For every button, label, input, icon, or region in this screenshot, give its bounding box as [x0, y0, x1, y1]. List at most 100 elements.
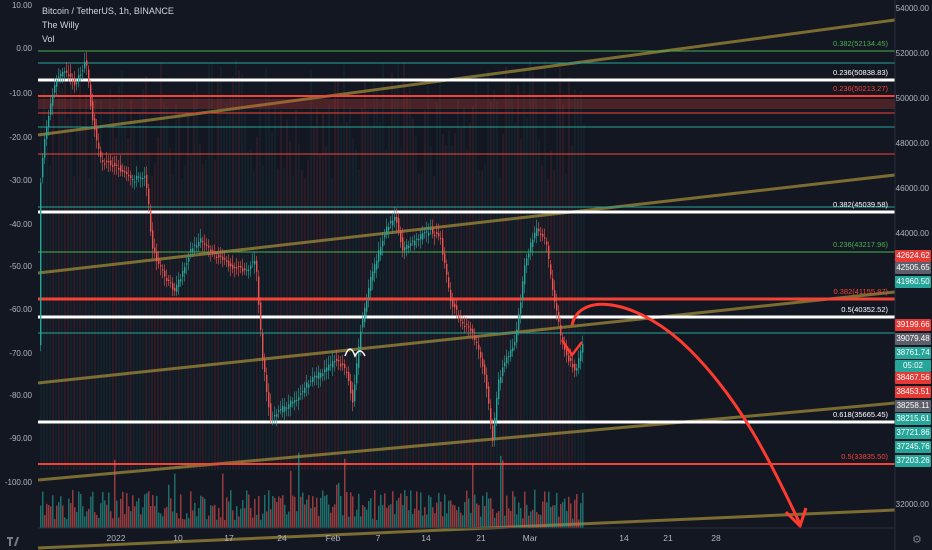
- candle-body: [582, 344, 584, 353]
- volume-bar: [426, 514, 428, 528]
- candle-body: [208, 245, 210, 248]
- candle-body: [94, 118, 96, 130]
- candle-body: [382, 240, 384, 247]
- bg-bar: [199, 143, 201, 470]
- candle-body: [120, 165, 122, 172]
- volume-bar: [390, 504, 392, 528]
- candle-body: [550, 264, 552, 275]
- volume-bar: [462, 515, 464, 528]
- volume-bar: [228, 501, 230, 528]
- volume-bar: [288, 511, 290, 528]
- candle-body: [492, 425, 494, 441]
- volume-bar: [358, 493, 360, 528]
- volume-bar: [134, 506, 136, 528]
- gear-icon[interactable]: ⚙: [912, 534, 922, 546]
- candle-body: [410, 243, 412, 247]
- candle-body: [196, 245, 198, 248]
- channel-line: [37, 290, 896, 385]
- candle-body: [364, 307, 366, 323]
- volume-bar: [336, 484, 338, 528]
- volume-bar: [550, 506, 552, 528]
- time-axis-label: 7: [376, 533, 381, 543]
- volume-bar: [362, 504, 364, 528]
- bg-bar: [130, 98, 132, 471]
- candle-body: [248, 269, 250, 271]
- volume-bar: [146, 493, 148, 528]
- volume-bar: [154, 505, 156, 528]
- candle-body: [170, 282, 172, 284]
- bg-bar: [478, 170, 480, 470]
- candle-body: [50, 103, 52, 115]
- volume-bar: [494, 517, 496, 528]
- bg-bar: [394, 86, 396, 470]
- candle-body: [132, 178, 134, 181]
- candle-body: [494, 417, 496, 440]
- left-axis-label: -10.00: [9, 89, 32, 98]
- volume-bar: [164, 508, 166, 528]
- volume-bar: [242, 499, 244, 528]
- bg-bar: [373, 79, 375, 470]
- candle-body: [576, 368, 578, 371]
- candle-body: [416, 238, 418, 241]
- volume-bar: [160, 513, 162, 528]
- volume-bar: [278, 496, 280, 528]
- candle-body: [104, 163, 106, 165]
- candle-body: [396, 216, 398, 223]
- right-axis-label: 50000.00: [896, 94, 930, 103]
- candle-body: [452, 299, 454, 307]
- candle-body: [66, 70, 68, 73]
- left-axis-label: 10.00: [12, 1, 33, 10]
- bg-bar: [556, 97, 558, 470]
- candle-body: [384, 235, 386, 238]
- channel-line: [37, 173, 896, 275]
- volume-bar: [574, 499, 576, 528]
- volume-bar: [412, 514, 414, 528]
- candle-body: [112, 165, 114, 167]
- indicator-label-willy[interactable]: The Willy: [42, 20, 80, 30]
- volume-bar: [296, 511, 298, 528]
- candle-body: [58, 76, 60, 78]
- bg-bar: [346, 121, 348, 470]
- bg-bar: [328, 104, 330, 470]
- volume-bar: [126, 493, 128, 528]
- candle-body: [74, 78, 76, 86]
- volume-bar: [436, 502, 438, 528]
- bg-bar: [151, 176, 153, 470]
- price-tag: 38453.51: [895, 386, 931, 398]
- candle-body: [150, 210, 152, 232]
- symbol-title[interactable]: Bitcoin / TetherUS, 1h, BINANCE: [42, 6, 174, 16]
- tradingview-logo-icon[interactable]: [6, 535, 20, 547]
- indicator-label-vol[interactable]: Vol: [42, 34, 55, 44]
- volume-bar: [466, 490, 468, 528]
- volume-bar: [572, 518, 574, 528]
- small-arrowhead: [560, 339, 583, 358]
- volume-bar: [300, 496, 302, 528]
- right-axis-label: 46000.00: [896, 184, 930, 193]
- candle-body: [146, 174, 148, 188]
- volume-bar: [76, 511, 78, 528]
- volume-bar: [314, 506, 316, 528]
- bg-bar: [322, 113, 324, 471]
- candle-body: [532, 239, 534, 248]
- volume-bar: [328, 504, 330, 528]
- candle-body: [264, 359, 266, 373]
- bg-bar: [100, 102, 102, 471]
- volume-bar: [514, 496, 516, 528]
- candle-body: [526, 258, 528, 266]
- volume-bar: [478, 505, 480, 528]
- candle-body: [252, 261, 254, 263]
- candle-body: [344, 364, 346, 369]
- volume-bar: [272, 496, 274, 528]
- volume-bar: [432, 507, 434, 528]
- candle-body: [274, 415, 276, 417]
- volume-bar: [150, 506, 152, 528]
- candle-body: [468, 326, 470, 328]
- willy-marker: [344, 348, 366, 358]
- bg-bar: [445, 144, 447, 470]
- candle-body: [502, 367, 504, 376]
- volume-bar: [70, 503, 72, 528]
- volume-bar: [186, 513, 188, 528]
- volume-bar: [454, 505, 456, 528]
- candle-body: [438, 233, 440, 237]
